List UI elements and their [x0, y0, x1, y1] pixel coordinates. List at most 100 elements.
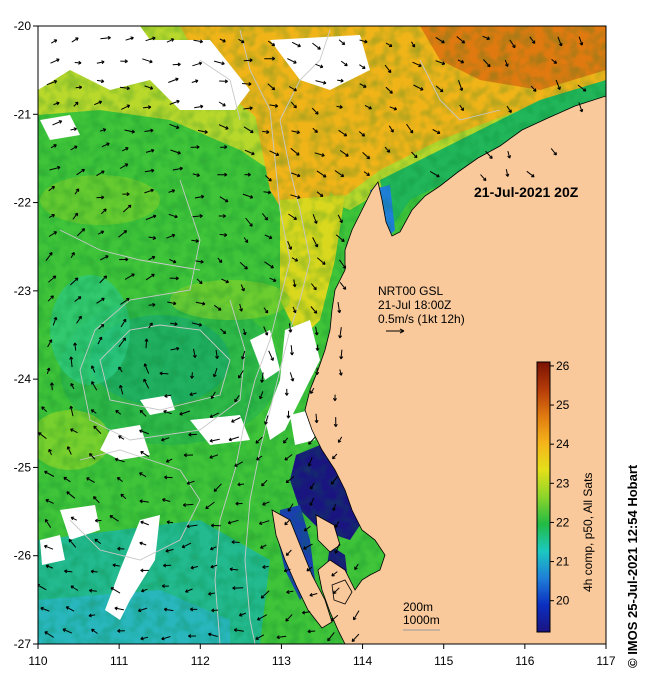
- current-arrow: [182, 502, 194, 507]
- current-arrow: [66, 491, 76, 499]
- current-arrow: [232, 586, 244, 591]
- current-arrow: [311, 283, 317, 291]
- current-arrow: [162, 498, 171, 502]
- current-arrow: [218, 214, 227, 219]
- current-arrow: [578, 36, 584, 46]
- current-arrow: [435, 60, 446, 66]
- colorbar-tick-label: 21: [556, 555, 570, 569]
- current-arrow: [338, 129, 348, 137]
- colorbar-tick-label: 25: [556, 398, 570, 412]
- current-arrow: [194, 194, 205, 199]
- current-arrow: [337, 78, 344, 83]
- current-arrow: [307, 457, 313, 467]
- current-arrow: [338, 369, 343, 376]
- current-arrow: [258, 520, 270, 525]
- current-arrow: [263, 326, 269, 336]
- current-arrow: [121, 104, 131, 110]
- current-arrow: [288, 213, 298, 220]
- current-arrow: [406, 123, 414, 134]
- current-arrow: [411, 41, 416, 48]
- current-arrow: [315, 367, 320, 375]
- current-arrow: [363, 171, 370, 176]
- current-arrow: [291, 172, 301, 178]
- current-arrow: [303, 543, 313, 550]
- current-arrow: [482, 35, 490, 41]
- current-arrow: [139, 541, 147, 546]
- current-arrow: [550, 148, 557, 156]
- current-arrow: [169, 259, 177, 264]
- current-arrow: [287, 58, 297, 64]
- current-arrow: [234, 395, 240, 403]
- current-arrow: [435, 85, 444, 93]
- current-arrow: [287, 503, 294, 512]
- current-arrow: [72, 212, 79, 220]
- current-arrow: [124, 273, 135, 280]
- current-arrow: [168, 189, 176, 193]
- current-arrow: [235, 501, 243, 506]
- x-tick-label: 116: [515, 654, 534, 668]
- current-arrow: [44, 518, 52, 528]
- current-arrow: [43, 544, 54, 550]
- current-arrow: [269, 103, 279, 108]
- current-arrow: [139, 499, 149, 504]
- current-arrow: [192, 214, 203, 218]
- current-arrow: [330, 614, 339, 622]
- current-arrow: [231, 540, 240, 545]
- plot-frame: [37, 25, 607, 645]
- current-arrow: [170, 149, 181, 155]
- current-arrow: [263, 307, 269, 314]
- current-arrow: [264, 415, 269, 425]
- current-arrow: [289, 372, 295, 382]
- current-arrow: [118, 435, 125, 440]
- current-arrow: [210, 391, 216, 400]
- current-arrow: [96, 170, 105, 177]
- current-arrow: [228, 436, 240, 442]
- current-arrow: [64, 569, 73, 574]
- current-arrow: [44, 631, 54, 638]
- current-arrow: [69, 405, 74, 417]
- current-arrow: [194, 104, 204, 109]
- current-arrow: [74, 60, 82, 65]
- current-arrow: [309, 482, 315, 490]
- current-arrow: [90, 569, 98, 574]
- current-arrow: [70, 251, 75, 259]
- current-arrow: [459, 104, 464, 111]
- current-arrow: [98, 324, 105, 330]
- current-arrow: [172, 166, 183, 171]
- current-arrow: [262, 213, 268, 221]
- current-arrow: [334, 521, 340, 528]
- current-arrow: [359, 64, 366, 69]
- current-arrow: [139, 472, 147, 478]
- current-arrow: [340, 60, 348, 67]
- current-arrow: [46, 367, 51, 375]
- current-arrow: [219, 233, 228, 237]
- y-tick-label: -27: [14, 637, 32, 651]
- current-arrow: [315, 344, 320, 351]
- current-arrow: [483, 59, 491, 68]
- current-arrow: [119, 163, 129, 169]
- current-arrow: [70, 585, 79, 591]
- current-arrow: [242, 82, 252, 86]
- current-arrow: [255, 436, 263, 444]
- colorbar-gradient: [536, 361, 551, 633]
- current-arrow: [262, 130, 270, 134]
- current-arrow: [238, 370, 244, 379]
- current-arrow: [385, 86, 393, 94]
- current-arrow: [212, 368, 218, 378]
- current-arrow: [269, 277, 277, 282]
- current-arrow: [310, 306, 318, 314]
- current-arrow: [164, 394, 172, 398]
- current-arrow: [284, 519, 290, 526]
- current-arrow: [244, 172, 251, 177]
- land-island-2: [331, 579, 353, 605]
- colorbar-title: 4h comp, p50, All Sats: [581, 473, 595, 592]
- current-arrow: [192, 61, 203, 67]
- current-arrow: [240, 284, 245, 292]
- current-arrow: [210, 523, 221, 528]
- current-arrow: [165, 458, 173, 463]
- current-arrow: [413, 84, 424, 91]
- current-arrow: [359, 83, 367, 88]
- current-arrow: [327, 632, 335, 642]
- current-arrow: [219, 196, 229, 203]
